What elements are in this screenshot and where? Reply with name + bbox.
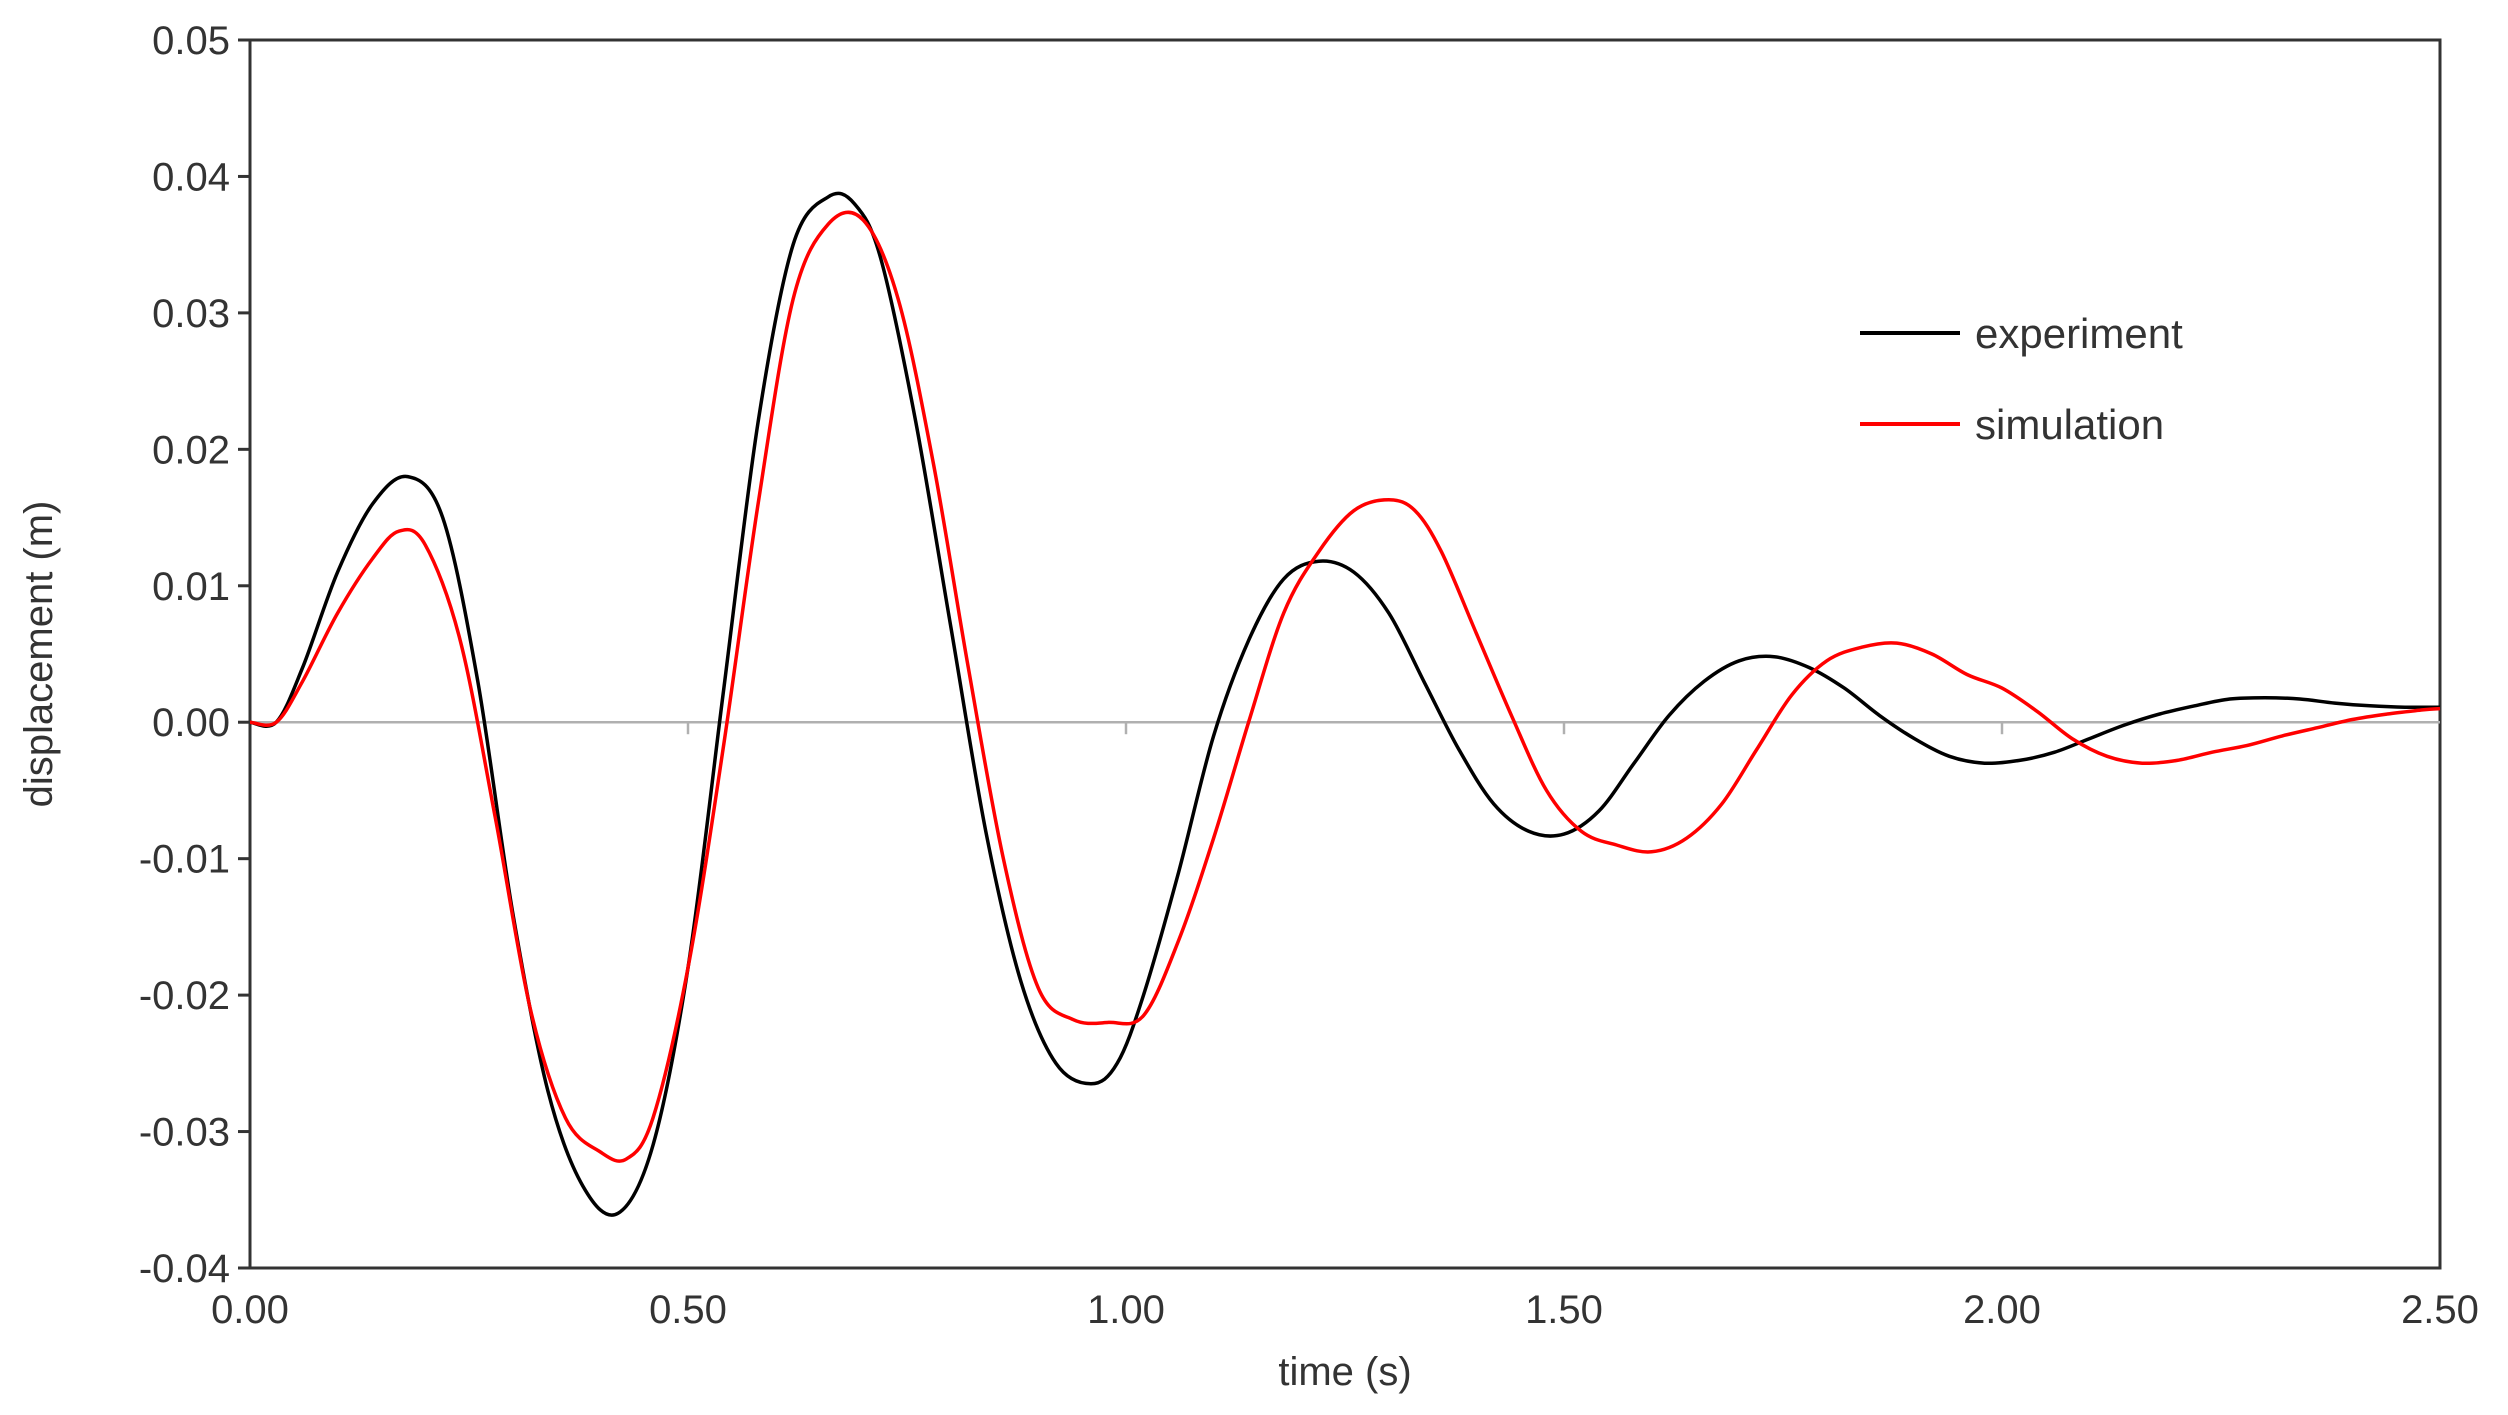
x-tick-label: 1.50 — [1525, 1288, 1603, 1332]
y-tick-label: -0.04 — [139, 1247, 230, 1291]
x-tick-label: 0.00 — [211, 1288, 289, 1332]
y-tick-label: -0.02 — [139, 974, 230, 1018]
x-tick-label: 2.00 — [1963, 1288, 2041, 1332]
y-tick-label: 0.01 — [152, 565, 230, 609]
y-axis-ticks: 0.05 0.04 0.03 0.02 0.01 0.00 -0.01 -0.02 -0.03 -… — [139, 19, 250, 1291]
plot-frame — [248, 38, 2442, 1270]
legend-label-experiment: experiment — [1975, 310, 2183, 357]
x-tick-label: 1.00 — [1087, 1288, 1165, 1332]
legend-label-simulation: simulation — [1975, 401, 2164, 448]
y-tick-label: -0.01 — [139, 838, 230, 882]
x-axis-title: time (s) — [1278, 1350, 1411, 1394]
series-line-simulation — [249, 210, 2441, 1163]
x-tick-label: 0.50 — [649, 1288, 727, 1332]
y-tick-label: 0.05 — [152, 19, 230, 63]
series-line-experiment — [249, 191, 2441, 1217]
y-axis-title: displacement (m) — [17, 501, 61, 808]
y-tick-label: 0.04 — [152, 155, 230, 199]
legend: experiment simulation — [1860, 310, 2183, 448]
y-tick-label: 0.00 — [152, 701, 230, 745]
y-tick-label: 0.02 — [152, 428, 230, 472]
series-layer — [249, 191, 2441, 1217]
x-axis-ticks: 0.00 0.50 1.00 1.50 2.00 2.50 — [211, 722, 2479, 1332]
y-tick-label: 0.03 — [152, 292, 230, 336]
y-tick-label: -0.03 — [139, 1111, 230, 1155]
x-tick-label: 2.50 — [2401, 1288, 2479, 1332]
